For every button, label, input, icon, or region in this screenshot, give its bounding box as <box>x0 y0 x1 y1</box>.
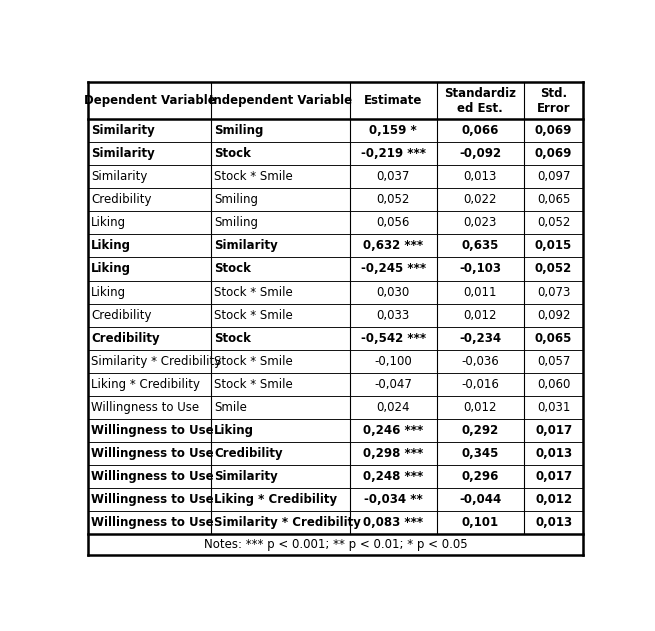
Text: Similarity * Credibility: Similarity * Credibility <box>91 355 221 368</box>
Text: 0,013: 0,013 <box>464 170 497 183</box>
Text: Liking: Liking <box>91 286 126 298</box>
Text: 0,296: 0,296 <box>462 470 499 483</box>
Text: Willingness to Use: Willingness to Use <box>91 447 214 460</box>
Text: Liking: Liking <box>91 239 131 252</box>
Text: -0,016: -0,016 <box>461 378 499 391</box>
Text: Smile: Smile <box>214 401 247 414</box>
Text: Credibility: Credibility <box>91 309 152 322</box>
Text: 0,057: 0,057 <box>537 355 571 368</box>
Text: Credibility: Credibility <box>91 332 160 345</box>
Text: 0,101: 0,101 <box>462 516 499 529</box>
Text: 0,635: 0,635 <box>462 239 499 252</box>
Text: -0,234: -0,234 <box>459 332 501 345</box>
Text: Stock * Smile: Stock * Smile <box>214 355 293 368</box>
Text: -0,245 ***: -0,245 *** <box>360 262 426 276</box>
Text: Standardiz
ed Est.: Standardiz ed Est. <box>444 86 516 114</box>
Text: Similarity: Similarity <box>214 470 278 483</box>
Text: -0,034 **: -0,034 ** <box>364 493 422 506</box>
Text: 0,017: 0,017 <box>535 470 572 483</box>
Text: Similarity: Similarity <box>91 124 155 137</box>
Text: 0,052: 0,052 <box>537 216 571 230</box>
Text: Dependent Variable: Dependent Variable <box>84 94 215 107</box>
Text: Smiling: Smiling <box>214 193 258 206</box>
Text: Liking: Liking <box>214 424 254 437</box>
Text: Similarity: Similarity <box>214 239 278 252</box>
Text: 0,012: 0,012 <box>535 493 572 506</box>
Text: 0,069: 0,069 <box>535 147 572 160</box>
Text: Stock * Smile: Stock * Smile <box>214 378 293 391</box>
Text: 0,092: 0,092 <box>537 309 571 322</box>
Text: Liking: Liking <box>91 216 126 230</box>
Text: Smiling: Smiling <box>214 216 258 230</box>
Text: Credibility: Credibility <box>214 447 282 460</box>
Text: -0,044: -0,044 <box>459 493 502 506</box>
Text: 0,246 ***: 0,246 *** <box>363 424 423 437</box>
Text: 0,022: 0,022 <box>464 193 497 206</box>
Text: Independent Variable: Independent Variable <box>209 94 352 107</box>
Text: 0,031: 0,031 <box>537 401 571 414</box>
Text: -0,092: -0,092 <box>459 147 501 160</box>
Text: Willingness to Use: Willingness to Use <box>91 516 214 529</box>
Text: Willingness to Use: Willingness to Use <box>91 470 214 483</box>
Text: 0,013: 0,013 <box>535 516 572 529</box>
Text: 0,012: 0,012 <box>464 309 497 322</box>
Text: 0,056: 0,056 <box>377 216 410 230</box>
Text: 0,052: 0,052 <box>535 262 572 276</box>
Text: 0,065: 0,065 <box>537 193 571 206</box>
Text: -0,219 ***: -0,219 *** <box>361 147 426 160</box>
Text: Similarity: Similarity <box>91 170 147 183</box>
Text: -0,542 ***: -0,542 *** <box>360 332 426 345</box>
Text: 0,248 ***: 0,248 *** <box>363 470 423 483</box>
Text: -0,036: -0,036 <box>461 355 499 368</box>
Text: Notes: *** p < 0.001; ** p < 0.01; * p < 0.05: Notes: *** p < 0.001; ** p < 0.01; * p <… <box>204 538 468 551</box>
Text: -0,047: -0,047 <box>374 378 412 391</box>
Text: Similarity * Credibility: Similarity * Credibility <box>214 516 361 529</box>
Text: 0,012: 0,012 <box>464 401 497 414</box>
Text: 0,037: 0,037 <box>377 170 410 183</box>
Text: Credibility: Credibility <box>91 193 152 206</box>
Text: Stock: Stock <box>214 332 251 345</box>
Text: 0,052: 0,052 <box>377 193 410 206</box>
Text: Willingness to Use: Willingness to Use <box>91 493 214 506</box>
Text: 0,159 *: 0,159 * <box>369 124 417 137</box>
Text: 0,298 ***: 0,298 *** <box>363 447 423 460</box>
Text: Stock: Stock <box>214 147 251 160</box>
Text: 0,632 ***: 0,632 *** <box>363 239 423 252</box>
Text: 0,292: 0,292 <box>462 424 499 437</box>
Text: 0,065: 0,065 <box>535 332 572 345</box>
Text: 0,069: 0,069 <box>535 124 572 137</box>
Text: 0,023: 0,023 <box>464 216 497 230</box>
Text: 0,013: 0,013 <box>535 447 572 460</box>
Text: Stock: Stock <box>214 262 251 276</box>
Text: 0,066: 0,066 <box>462 124 499 137</box>
Text: 0,015: 0,015 <box>535 239 572 252</box>
Text: 0,011: 0,011 <box>464 286 497 298</box>
Text: 0,060: 0,060 <box>537 378 571 391</box>
Text: 0,030: 0,030 <box>377 286 410 298</box>
Text: 0,073: 0,073 <box>537 286 571 298</box>
Text: Willingness to Use: Willingness to Use <box>91 401 199 414</box>
Text: -0,103: -0,103 <box>459 262 501 276</box>
Text: Estimate: Estimate <box>364 94 422 107</box>
Text: 0,083 ***: 0,083 *** <box>363 516 423 529</box>
Text: 0,017: 0,017 <box>535 424 572 437</box>
Text: 0,033: 0,033 <box>377 309 410 322</box>
Text: -0,100: -0,100 <box>374 355 412 368</box>
Text: Liking: Liking <box>91 262 131 276</box>
Text: 0,097: 0,097 <box>537 170 571 183</box>
Text: Willingness to Use: Willingness to Use <box>91 424 214 437</box>
Bar <box>88 534 584 555</box>
Text: 0,024: 0,024 <box>377 401 410 414</box>
Text: Liking * Credibility: Liking * Credibility <box>214 493 337 506</box>
Text: Stock * Smile: Stock * Smile <box>214 170 293 183</box>
Text: Std.
Error: Std. Error <box>537 86 571 114</box>
Text: Similarity: Similarity <box>91 147 155 160</box>
Text: Smiling: Smiling <box>214 124 263 137</box>
Text: Stock * Smile: Stock * Smile <box>214 286 293 298</box>
Text: Stock * Smile: Stock * Smile <box>214 309 293 322</box>
Text: Liking * Credibility: Liking * Credibility <box>91 378 200 391</box>
Text: 0,345: 0,345 <box>462 447 499 460</box>
